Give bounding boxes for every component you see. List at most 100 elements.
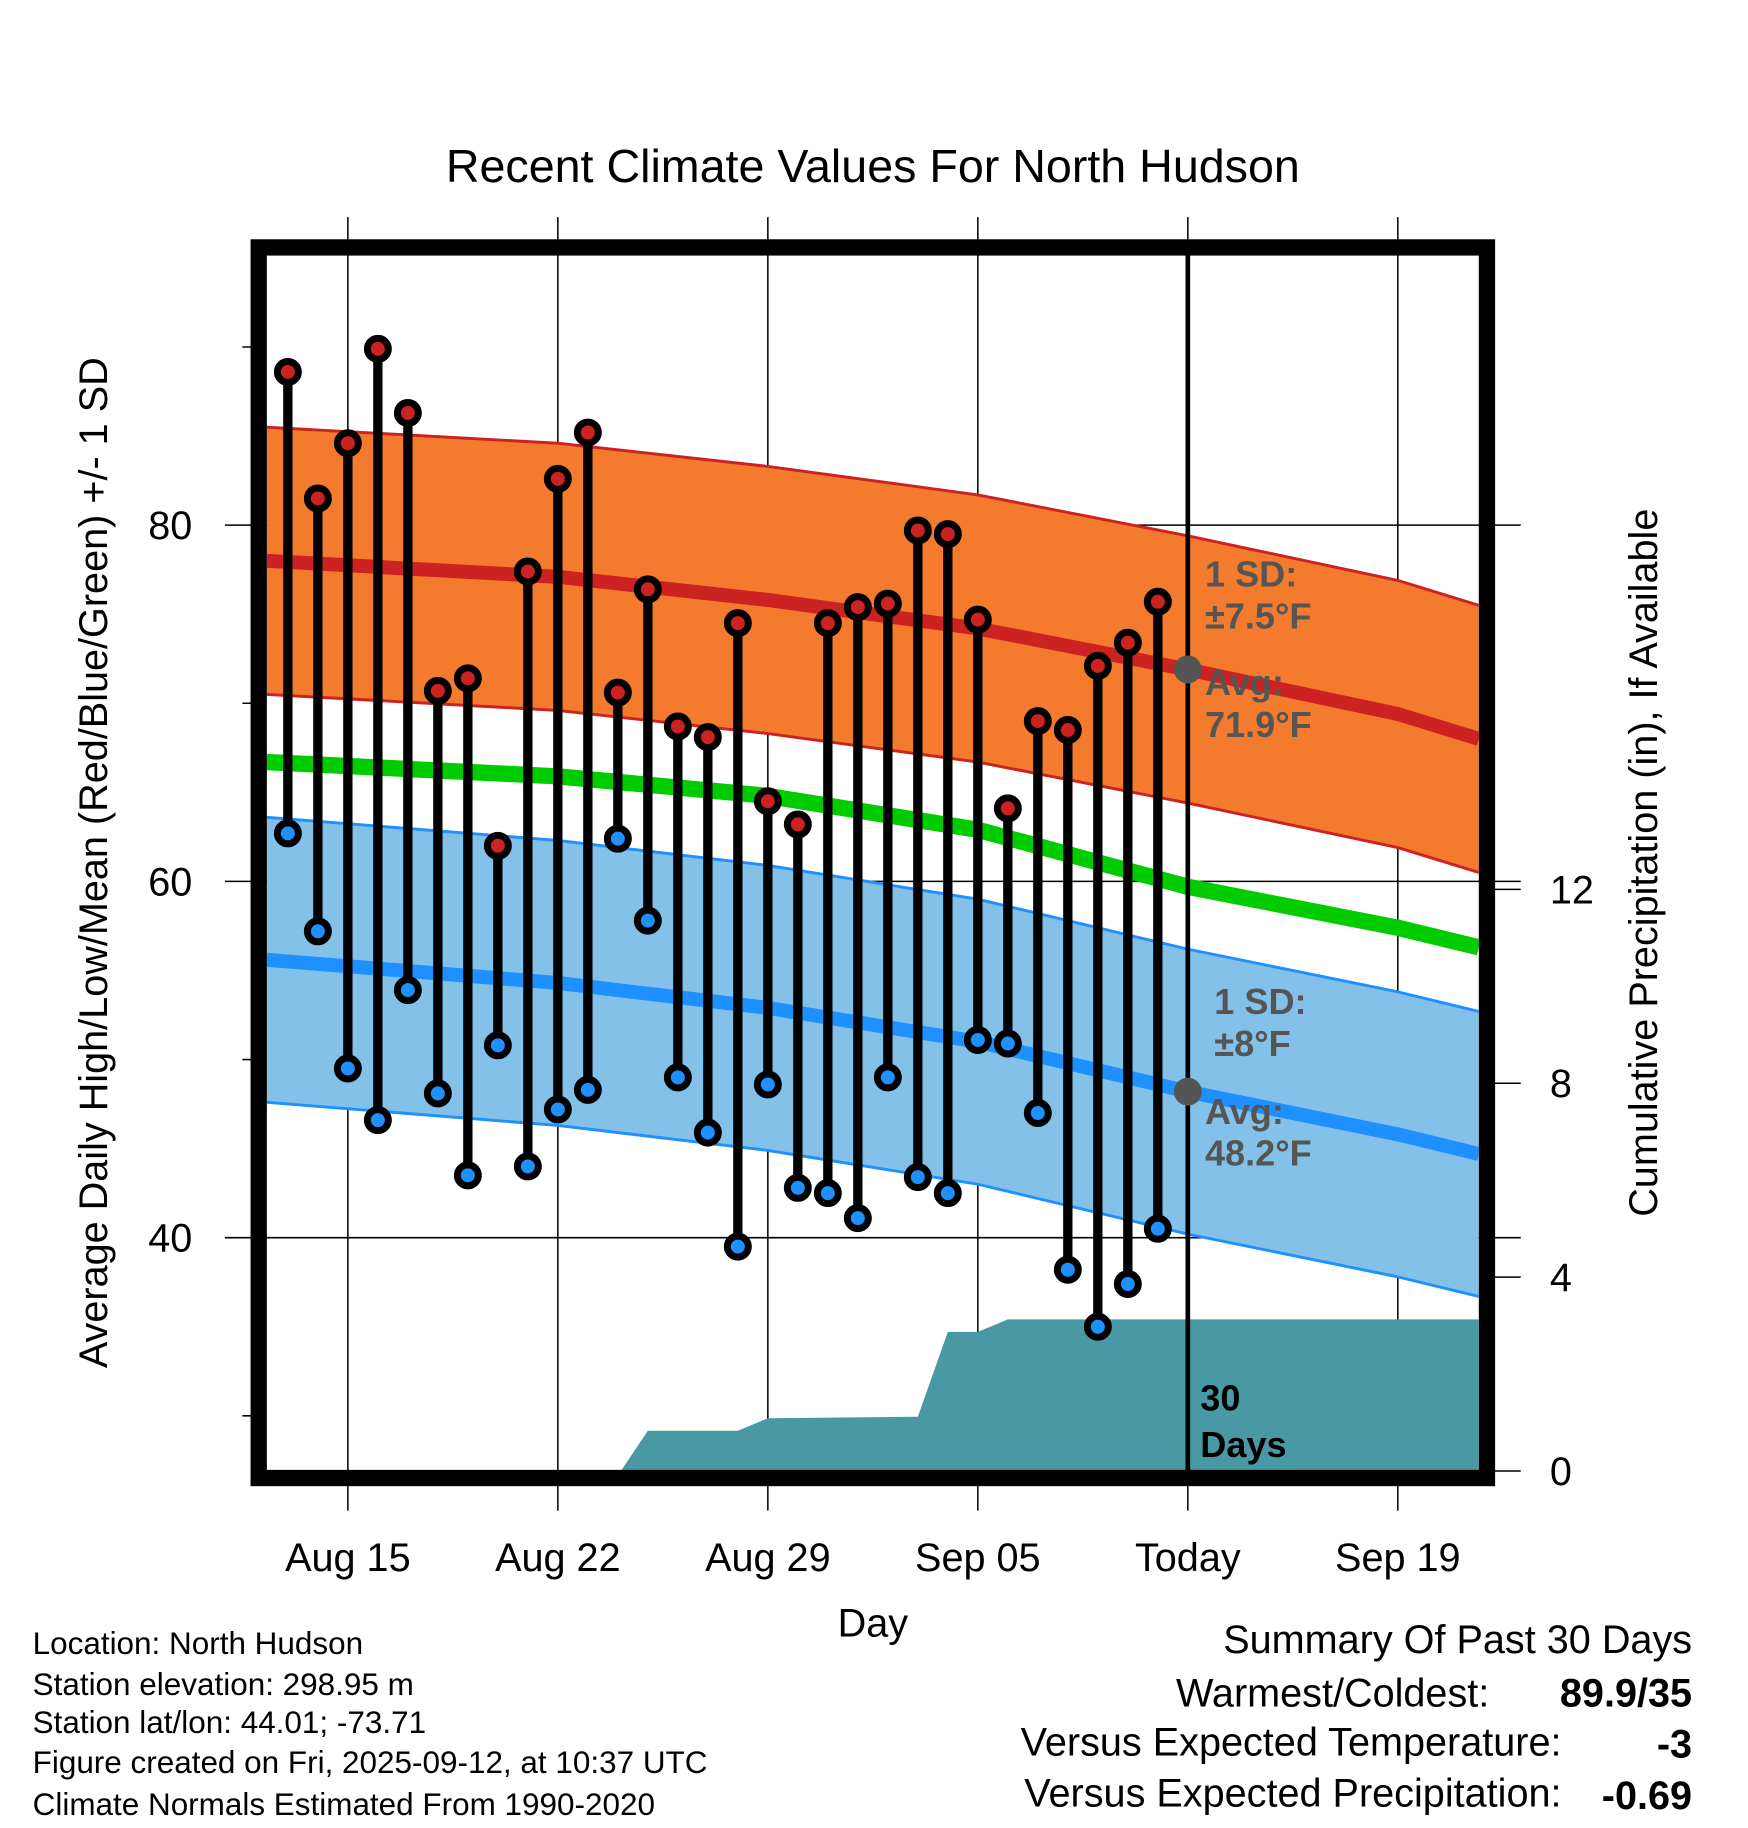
warmest-coldest-value: 89.9/35 — [1560, 1671, 1692, 1715]
high-point — [723, 609, 752, 638]
low-point — [573, 1075, 602, 1104]
annotations: 1 SD: ±7.5°F Avg: 71.9°F 1 SD: ±8°F Avg:… — [1200, 554, 1311, 1466]
low-point — [753, 1070, 782, 1099]
temp-departure-label: Versus Expected Temperature: — [1021, 1720, 1562, 1764]
precip-area — [266, 1319, 1479, 1472]
precip-departure-label: Versus Expected Precipitation: — [1024, 1772, 1561, 1816]
high-point — [753, 787, 782, 816]
x-tick-label: Aug 22 — [495, 1536, 621, 1580]
high-point — [573, 418, 602, 447]
low-point — [603, 824, 632, 853]
x-axis-label: Day — [838, 1602, 909, 1646]
plot-area — [266, 254, 1479, 1472]
low-point — [933, 1179, 962, 1208]
y2-axis-label: Cumulative Precipitation (in), If Availa… — [1622, 509, 1666, 1217]
y2-tick-label: 4 — [1550, 1256, 1572, 1300]
plot-frame — [250, 239, 1496, 1487]
low-point — [273, 819, 302, 848]
low-avg-label: Avg: — [1205, 1091, 1284, 1132]
created-text: Figure created on Fri, 2025-09-12, at 10… — [33, 1745, 708, 1780]
high-point — [1113, 628, 1142, 657]
high-point — [933, 520, 962, 549]
high-point — [633, 575, 662, 604]
summary-title: Summary Of Past 30 Days — [1223, 1618, 1692, 1662]
station-info: Location: North Hudson Station elevation… — [33, 1626, 708, 1822]
high-point — [333, 429, 362, 458]
low-sd-label: 1 SD: — [1214, 981, 1306, 1022]
high-point — [903, 516, 932, 545]
high-avg-value: 71.9°F — [1205, 704, 1312, 745]
high-sd-value: ±7.5°F — [1205, 595, 1312, 636]
low-sd-value: ±8°F — [1214, 1023, 1290, 1064]
low-point — [513, 1152, 542, 1181]
low-avg-value: 48.2°F — [1205, 1133, 1312, 1174]
low-point — [543, 1095, 572, 1124]
low-point — [783, 1173, 812, 1202]
high-point — [783, 810, 812, 839]
low-point — [963, 1025, 992, 1054]
latlon-text: Station lat/lon: 44.01; -73.71 — [33, 1705, 426, 1740]
high-sd-label: 1 SD: — [1205, 554, 1297, 595]
high-point — [363, 334, 392, 363]
x-tick-label: Today — [1135, 1536, 1241, 1580]
low-point — [843, 1204, 872, 1233]
chart-title: Recent Climate Values For North Hudson — [446, 140, 1300, 192]
high-point — [513, 557, 542, 586]
low-point — [363, 1106, 392, 1135]
low-avg-marker — [1173, 1077, 1202, 1106]
low-point — [1083, 1312, 1112, 1341]
low-point — [1143, 1214, 1172, 1243]
high-point — [273, 358, 302, 386]
low-point — [483, 1031, 512, 1060]
y-tick-label: 80 — [148, 504, 192, 548]
low-point — [1023, 1099, 1052, 1127]
high-point — [393, 398, 422, 427]
x-tick-label: Aug 29 — [705, 1536, 831, 1580]
summary-panel: Summary Of Past 30 Days Warmest/Coldest:… — [1021, 1618, 1692, 1818]
location-text: Location: North Hudson — [33, 1626, 363, 1661]
low-point — [393, 976, 422, 1005]
y2-tick-label: 12 — [1550, 868, 1594, 912]
high-point — [303, 484, 332, 513]
axis-ticks: Aug 15 Aug 22 Aug 29 Sep 05 Today Sep 1940608… — [148, 346, 1594, 1580]
high-avg-marker — [1173, 655, 1202, 684]
low-point — [903, 1163, 932, 1192]
temp-departure-value: -3 — [1657, 1723, 1692, 1767]
low-point — [993, 1029, 1022, 1058]
high-point — [423, 676, 452, 705]
low-point — [303, 917, 332, 946]
days-word: Days — [1200, 1424, 1286, 1465]
high-point — [543, 464, 572, 493]
warmest-coldest-label: Warmest/Coldest: — [1176, 1671, 1489, 1715]
high-point — [993, 794, 1022, 823]
normals-text: Climate Normals Estimated From 1990-2020 — [33, 1787, 655, 1822]
y-axis-label: Average Daily High/Low/Mean (Red/Blue/Gr… — [72, 357, 116, 1368]
high-point — [483, 831, 512, 860]
high-point — [1023, 707, 1052, 736]
elevation-text: Station elevation: 298.95 m — [33, 1667, 414, 1702]
precip-departure-value: -0.69 — [1602, 1774, 1692, 1818]
high-point — [813, 609, 842, 638]
y-tick-label: 40 — [148, 1217, 192, 1261]
low-sd-band — [266, 817, 1479, 1297]
low-point — [633, 906, 662, 935]
days-count: 30 — [1200, 1377, 1240, 1418]
high-point — [843, 593, 872, 622]
high-point — [1143, 587, 1172, 616]
low-point — [873, 1063, 902, 1092]
high-point — [1053, 716, 1082, 745]
low-sd-lower-edge — [266, 1100, 1479, 1298]
low-point — [693, 1118, 722, 1147]
low-point — [1053, 1255, 1082, 1284]
high-point — [963, 605, 992, 634]
low-point — [1113, 1270, 1142, 1298]
y2-tick-label: 8 — [1550, 1062, 1572, 1106]
high-point — [663, 712, 692, 741]
low-point — [663, 1063, 692, 1092]
high-point — [1083, 651, 1112, 680]
high-point — [603, 678, 632, 707]
high-sd-band — [266, 427, 1479, 873]
high-sd-upper-edge — [266, 425, 1479, 607]
x-tick-label: Sep 19 — [1335, 1536, 1461, 1580]
